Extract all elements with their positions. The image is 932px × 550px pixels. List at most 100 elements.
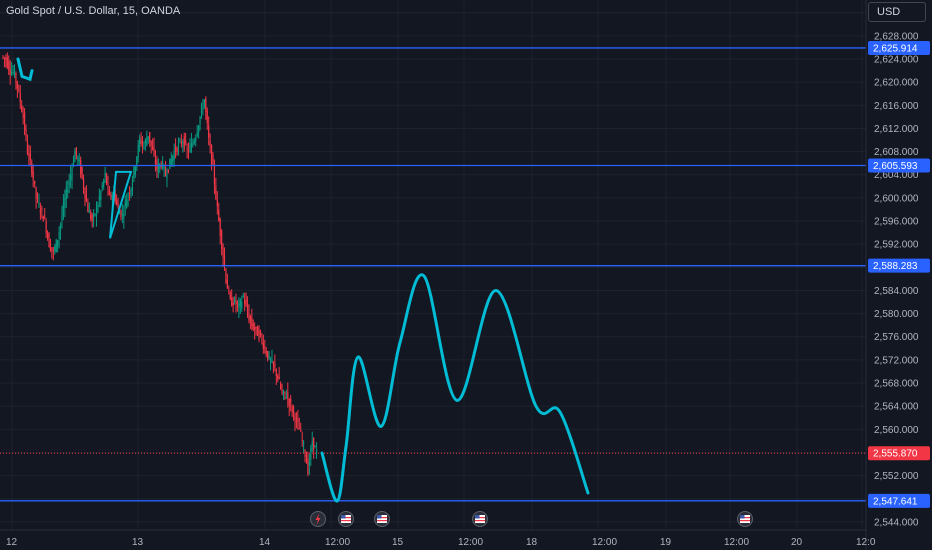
us-flag-icon[interactable] <box>472 511 488 527</box>
candle-body <box>301 439 303 441</box>
candle-body <box>128 193 131 195</box>
candle-body <box>255 326 257 328</box>
candle-body <box>294 415 296 423</box>
candle-body <box>35 187 37 199</box>
candle-body <box>100 191 102 200</box>
candle-body <box>153 147 155 155</box>
candle-body <box>264 346 266 348</box>
x-tick-label: 15 <box>392 537 404 548</box>
candle-body <box>44 216 46 218</box>
candle-body <box>149 132 151 142</box>
candle-body <box>190 143 193 152</box>
candle-body <box>228 289 230 291</box>
drawings[interactable] <box>16 57 590 503</box>
candle-body <box>123 214 125 219</box>
candle-body <box>245 299 247 306</box>
candle-body <box>233 298 236 303</box>
candle-body <box>300 429 302 432</box>
y-tick-label: 2,584.000 <box>874 286 919 297</box>
candle-body <box>104 172 106 178</box>
triangle-drawing[interactable] <box>109 170 133 239</box>
candle-body <box>32 171 34 180</box>
candle-body <box>108 190 111 195</box>
us-flag-icon[interactable] <box>374 511 390 527</box>
candle-body <box>38 202 40 206</box>
candle-body <box>101 185 103 188</box>
candle-body <box>256 326 259 336</box>
candle-body <box>75 147 77 156</box>
candle-body <box>116 200 118 204</box>
candle-body <box>189 145 191 147</box>
horizontal-levels[interactable] <box>0 47 866 502</box>
candle-body <box>267 351 269 360</box>
candle-body <box>42 216 44 222</box>
candle-body <box>193 140 195 144</box>
candle-body <box>93 213 95 218</box>
candle-body <box>65 187 67 200</box>
candle-body <box>139 138 141 145</box>
y-tick-label: 2,608.000 <box>874 147 919 158</box>
x-tick-label: 14 <box>259 537 271 548</box>
candle-body <box>144 140 146 144</box>
time-axis[interactable]: 12 13 14 12:00 15 12:00 18 12:00 19 12:00 20 12:0 <box>6 537 876 548</box>
candle-body <box>210 145 213 164</box>
candle-body <box>111 195 113 201</box>
candle-body <box>199 116 201 125</box>
candle-body <box>249 315 251 321</box>
candle-body <box>127 195 129 197</box>
currency-button[interactable]: USD <box>868 2 926 22</box>
candle-body <box>90 212 92 220</box>
candle-body <box>16 81 18 89</box>
candle-body <box>6 57 8 67</box>
candle-body <box>196 132 198 136</box>
y-tick-label: 2,544.000 <box>874 517 919 528</box>
projection-hook[interactable] <box>16 57 34 82</box>
candle-body <box>82 178 85 189</box>
current-price-badge <box>868 446 930 461</box>
y-tick-label: 2,628.000 <box>874 31 919 42</box>
candle-body <box>124 201 126 207</box>
candle-body <box>231 297 233 306</box>
candle-body <box>186 149 188 151</box>
us-flag-icon[interactable] <box>737 511 753 527</box>
candle-body <box>146 138 148 146</box>
candle-body <box>251 317 253 327</box>
level-price-label: 2,605.593 <box>873 161 918 172</box>
us-flag-icon[interactable] <box>338 511 354 527</box>
candle-body <box>205 98 207 112</box>
y-tick-label: 2,580.000 <box>874 309 919 320</box>
candle-body <box>68 181 70 185</box>
candle-body <box>307 458 309 475</box>
x-tick-label: 12:00 <box>592 537 617 548</box>
candle-body <box>107 183 109 187</box>
candle-body <box>166 175 168 179</box>
candle-body <box>269 359 272 361</box>
candle-body <box>34 180 36 185</box>
candle-body <box>198 125 200 133</box>
candle-body <box>268 355 270 359</box>
candle-body <box>118 211 121 215</box>
candle-body <box>61 215 63 222</box>
candle-body <box>80 160 82 174</box>
candle-body <box>23 112 26 131</box>
candle-body <box>192 142 194 147</box>
event-icons[interactable] <box>310 511 753 527</box>
candle-body <box>78 159 80 162</box>
candle-body <box>287 392 289 399</box>
candle-body <box>298 427 300 430</box>
candle-body <box>71 168 73 179</box>
flash-icon[interactable] <box>310 511 326 527</box>
projection-path[interactable] <box>320 273 590 503</box>
candle-body <box>278 377 280 380</box>
candle-body <box>51 247 53 251</box>
y-tick-label: 2,592.000 <box>874 240 919 251</box>
candle-body <box>39 209 41 213</box>
candle-body <box>177 143 180 148</box>
symbol-title: Gold Spot / U.S. Dollar, 15, OANDA <box>6 5 181 17</box>
candle-body <box>216 199 218 207</box>
candle-body <box>95 207 98 217</box>
candle-body <box>248 312 250 321</box>
candle-body <box>55 239 57 252</box>
